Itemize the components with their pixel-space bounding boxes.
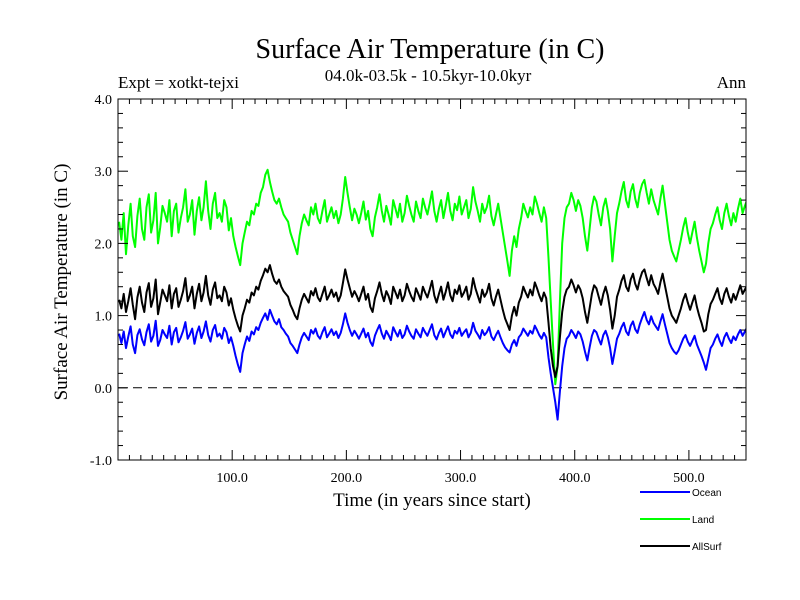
x-tick-label: 200.0	[331, 471, 363, 486]
y-axis-label: Surface Air Temperature (in C)	[51, 164, 72, 401]
legend-label-allsurf: AllSurf	[692, 542, 722, 553]
chart-subtitle: 04.0k-03.5k - 10.5kyr-10.0kyr	[325, 66, 532, 85]
legend-label-land: Land	[692, 515, 714, 526]
x-axis-label: Time (in years since start)	[333, 490, 531, 511]
y-tick-label: 3.0	[95, 165, 113, 180]
plot-frame	[117, 98, 747, 461]
y-tick-label: 2.0	[95, 237, 113, 252]
plot-area	[118, 168, 746, 421]
period-label: Ann	[717, 73, 747, 92]
y-tick-label: 4.0	[95, 93, 113, 108]
expt-label: Expt = xotkt-tejxi	[118, 73, 239, 92]
y-tick-label: 1.0	[95, 310, 113, 325]
y-tick-label: 0.0	[95, 382, 113, 397]
y-tick-label: -1.0	[90, 454, 112, 469]
x-tick-label: 500.0	[673, 471, 705, 486]
series-line-land	[118, 168, 746, 386]
legend-label-ocean: Ocean	[692, 488, 721, 499]
x-tick-label: 400.0	[559, 471, 591, 486]
axes: 100.0 200.0 300.0 400.0 500.0 -1.0 0.0 1.0 2.0 3.…	[90, 93, 747, 486]
legend: Ocean Land AllSurf	[640, 488, 722, 553]
series-line-allsurf	[118, 264, 746, 378]
series-line-ocean	[118, 308, 746, 421]
x-tick-label: 300.0	[445, 471, 477, 486]
chart-title: Surface Air Temperature (in C)	[256, 34, 605, 65]
x-tick-label: 100.0	[216, 471, 248, 486]
